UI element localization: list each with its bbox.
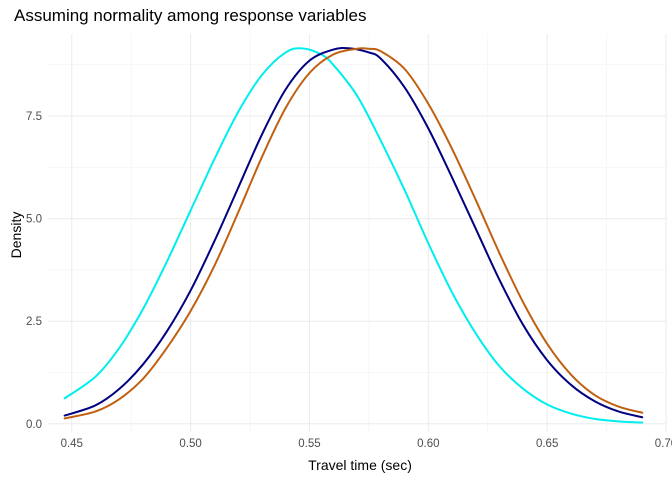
- x-axis-label: Travel time (sec): [308, 457, 412, 473]
- x-tick-label: 0.55: [298, 438, 320, 450]
- x-tick-label: 0.65: [536, 438, 558, 450]
- x-tick-label: 0.45: [61, 438, 83, 450]
- y-tick-label: 2.5: [26, 316, 42, 328]
- y-axis-label: Density: [8, 211, 24, 259]
- density-curve-2: [63, 46, 644, 419]
- chart-title: Assuming normality among response variab…: [14, 6, 367, 25]
- y-tick-label: 5.0: [26, 214, 42, 226]
- x-tick-label: 0.50: [179, 438, 201, 450]
- x-tick-label: 0.70: [655, 438, 672, 450]
- y-tick-label: 0.0: [26, 419, 42, 431]
- density-curve-1: [63, 47, 644, 424]
- y-tick-label: 7.5: [26, 111, 42, 123]
- density-curve-3: [63, 47, 644, 420]
- x-tick-label: 0.60: [417, 438, 439, 450]
